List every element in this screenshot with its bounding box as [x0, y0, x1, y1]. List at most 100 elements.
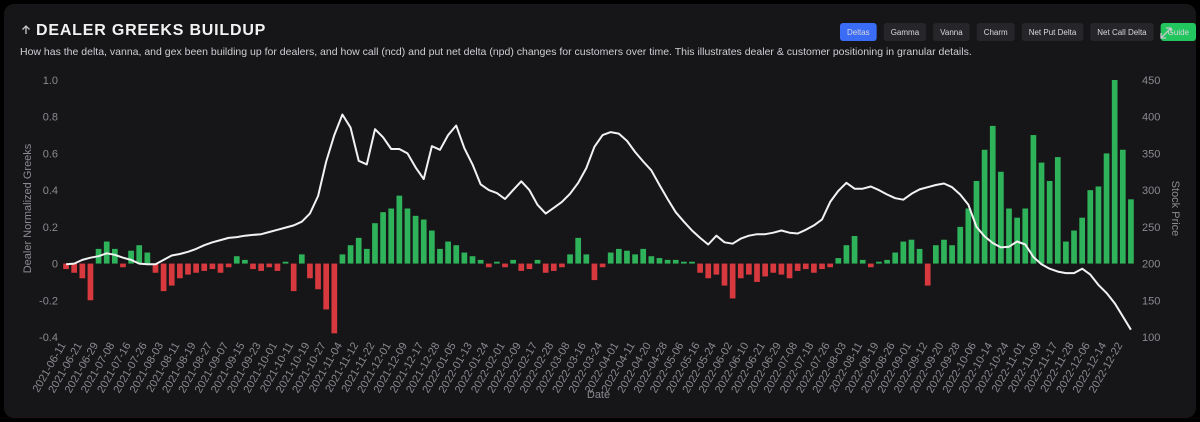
description: How has the delta, vanna, and gex been b… [20, 46, 972, 58]
tab-button[interactable]: Deltas [840, 23, 877, 41]
bar [648, 256, 655, 264]
bar [1030, 135, 1037, 264]
bar [1119, 149, 1126, 264]
bar [607, 252, 614, 264]
tab-background[interactable] [883, 23, 927, 41]
bar [697, 263, 703, 273]
bar [315, 263, 321, 290]
tab-label[interactable]: Charm [984, 28, 1008, 37]
tab-label[interactable]: Guide [1168, 28, 1190, 37]
bar [404, 208, 411, 264]
bar [282, 261, 289, 264]
tab-background[interactable] [840, 23, 877, 41]
y-tick-label: 0.2 [43, 222, 58, 234]
tab-button[interactable]: Vanna [933, 23, 970, 41]
bar [209, 263, 216, 270]
bar [331, 263, 338, 334]
y-tick-label: 0 [52, 259, 58, 271]
bar [152, 263, 159, 273]
bar [843, 245, 850, 264]
bar [957, 226, 964, 264]
bar [193, 263, 199, 273]
bar [550, 263, 557, 271]
bar [819, 263, 825, 270]
y2-axis-title: Stock Price [1169, 181, 1181, 237]
collapse-icon[interactable] [22, 25, 30, 34]
bar [575, 237, 582, 264]
bar [1038, 162, 1045, 264]
bar [802, 263, 809, 270]
bar [233, 256, 240, 264]
bar [640, 248, 647, 264]
bar [201, 263, 208, 271]
bar [518, 263, 525, 271]
tab-button[interactable]: Charm [976, 23, 1015, 41]
bar [355, 237, 362, 264]
bar [494, 261, 500, 264]
bar [721, 263, 728, 286]
bar [567, 254, 573, 264]
bar [965, 208, 972, 264]
bar [998, 171, 1004, 264]
tab-background[interactable] [1090, 23, 1154, 41]
bar [778, 263, 785, 275]
expand-icon[interactable] [1160, 27, 1172, 39]
bar [892, 252, 899, 264]
bar [388, 208, 395, 264]
bar [1103, 153, 1110, 264]
tab-background[interactable] [976, 23, 1015, 41]
title: DEALER GREEKS BUILDUP [36, 22, 266, 39]
tab-background[interactable] [1021, 23, 1084, 41]
bar [746, 263, 752, 275]
tab-label[interactable]: Gamma [891, 28, 920, 37]
bar [87, 263, 94, 301]
bar [835, 258, 842, 264]
bar [274, 263, 281, 271]
bar [811, 263, 817, 273]
tab-button[interactable]: Net Call Delta [1090, 23, 1154, 41]
tab-label[interactable]: Net Put Delta [1029, 28, 1077, 37]
bar [989, 125, 996, 264]
bar [372, 223, 378, 264]
bar [754, 263, 760, 282]
bar [1022, 208, 1029, 264]
tab-label[interactable]: Vanna [940, 28, 963, 37]
bar [900, 241, 907, 264]
bar [380, 212, 386, 264]
bar [120, 263, 126, 268]
bar [485, 263, 492, 268]
y-tick-label: 0.8 [43, 112, 58, 124]
bar [941, 239, 947, 264]
tab-button[interactable]: Gamma [883, 23, 927, 41]
bar [534, 259, 541, 264]
bar [664, 259, 671, 264]
tab-button[interactable]: Net Put Delta [1021, 23, 1084, 41]
tab-label[interactable]: Net Call Delta [1097, 28, 1147, 37]
y-axis-title: Dealer Normalized Greeks [22, 143, 34, 273]
bar [615, 248, 622, 264]
bar [363, 248, 370, 264]
bar [859, 259, 866, 264]
bar [242, 259, 248, 264]
bar [347, 245, 354, 264]
bar [583, 254, 590, 264]
y-tick-label: 0.4 [43, 185, 58, 197]
y2-tick-label: 100 [1142, 332, 1160, 344]
bar [217, 263, 224, 273]
bar [932, 245, 939, 264]
bar [949, 245, 955, 264]
tab-background[interactable] [933, 23, 970, 41]
tab-label[interactable]: Deltas [847, 28, 870, 37]
y2-tick-label: 450 [1142, 75, 1160, 87]
price-line [66, 113, 1132, 331]
bar [632, 254, 638, 264]
y-tick-label: -0.2 [39, 295, 58, 307]
tab-bar: Deltas Gamma Vanna Charm Net Put Delta Net Ca… [840, 23, 1196, 41]
bar [307, 263, 313, 279]
bar [225, 263, 232, 268]
bar [786, 263, 793, 279]
bar [510, 259, 516, 264]
bar [136, 245, 143, 264]
bar [559, 263, 565, 268]
